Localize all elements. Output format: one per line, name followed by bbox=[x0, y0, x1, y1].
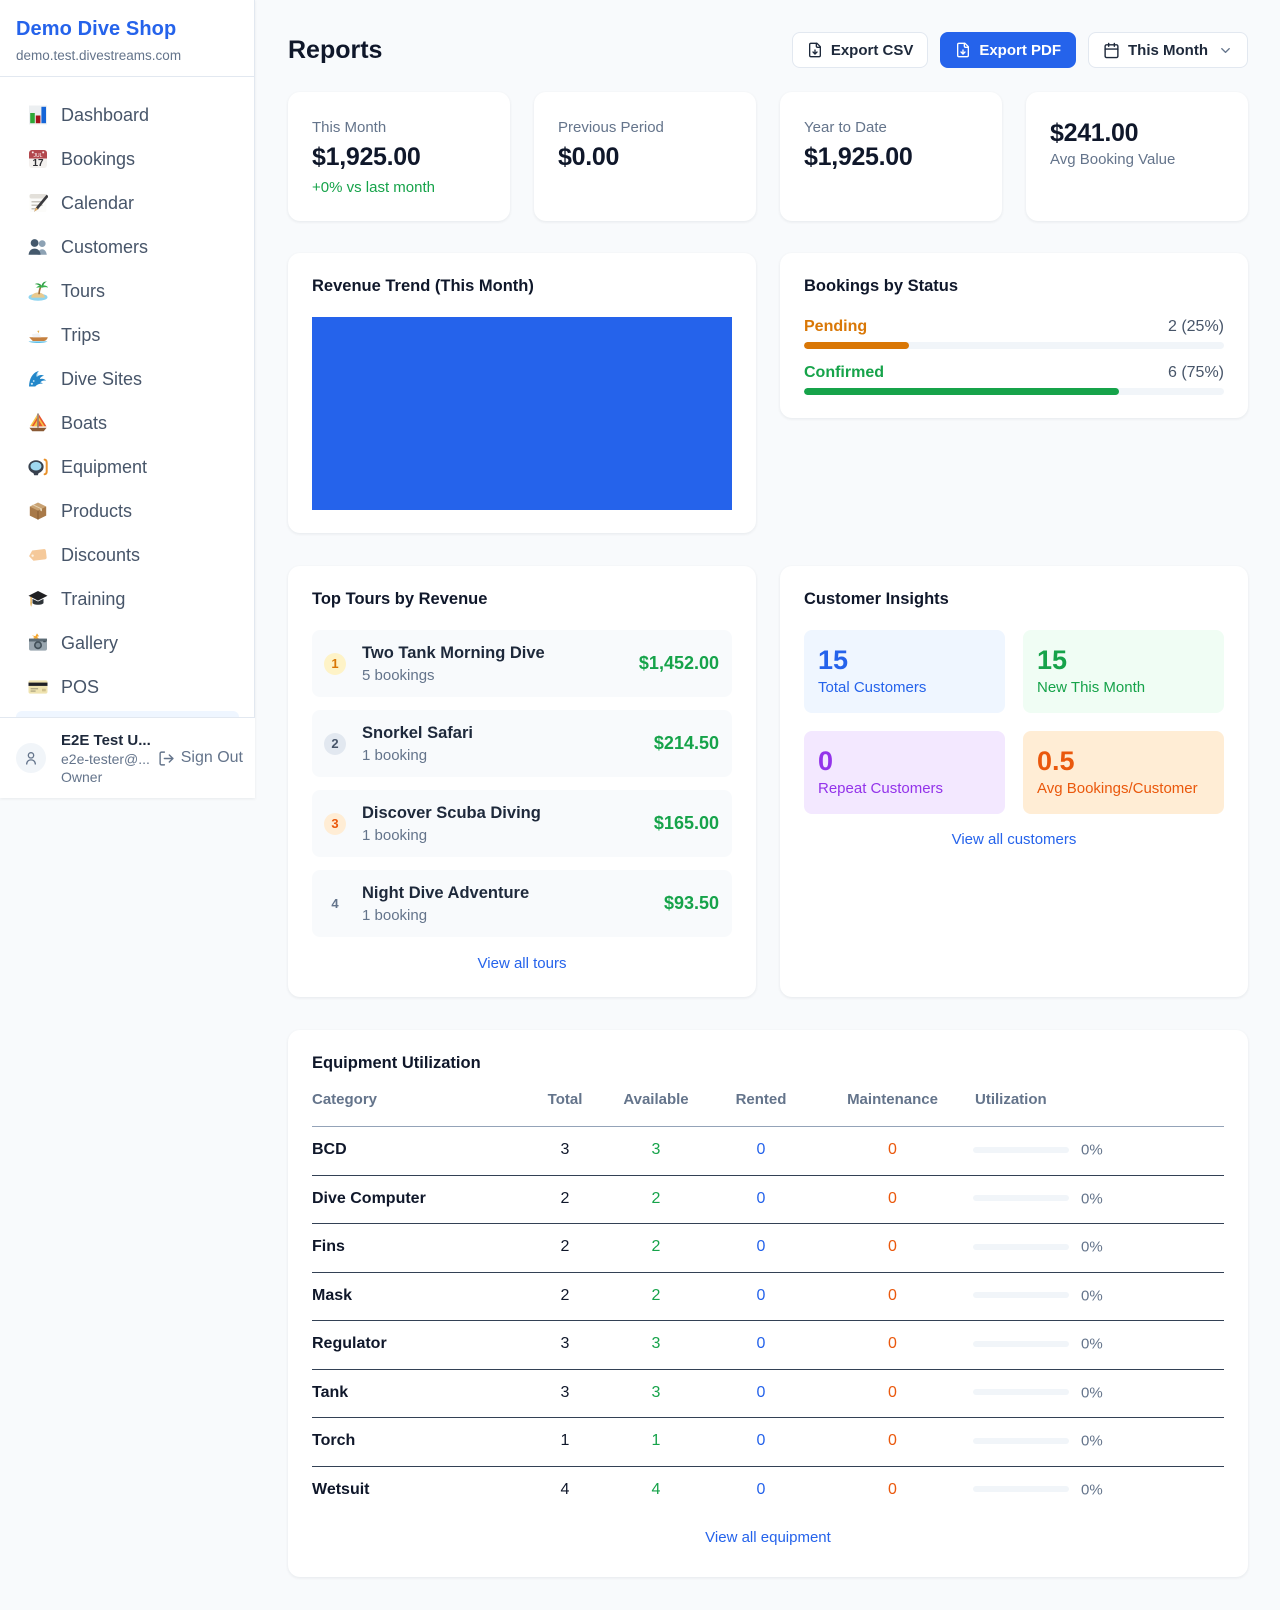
svg-text:17: 17 bbox=[32, 158, 44, 169]
svg-text:JUL: JUL bbox=[34, 153, 43, 159]
